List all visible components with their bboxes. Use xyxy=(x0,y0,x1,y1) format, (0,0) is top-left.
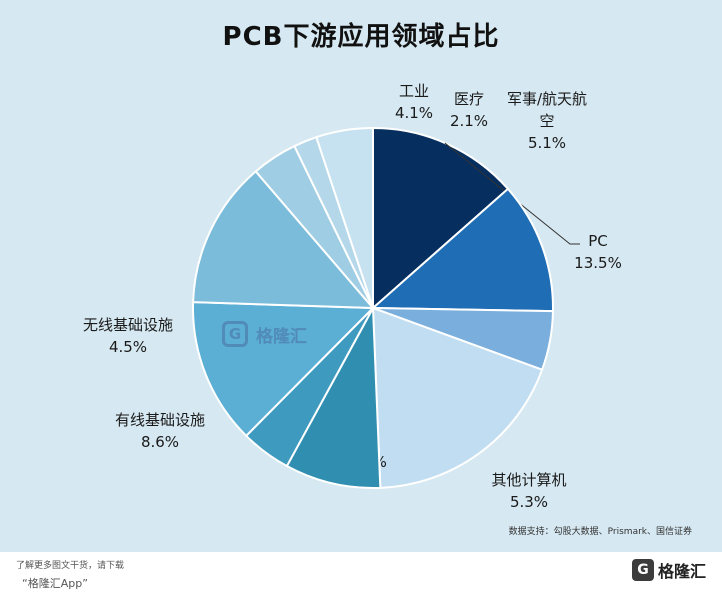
pie-slice-3 xyxy=(371,306,544,489)
pie-slice-6 xyxy=(192,301,376,438)
pie-slice-name-4: 有线基础设施 xyxy=(115,411,205,429)
brand-name: 格隆汇 xyxy=(657,562,706,581)
pie-slice-10 xyxy=(315,126,374,309)
pie-slice-1 xyxy=(370,187,554,313)
pie-slice-4 xyxy=(285,304,382,489)
pie-slice-value-2: 5.3% xyxy=(510,493,548,511)
watermark-text: 格隆汇 xyxy=(256,326,307,347)
pie-slice-value-8: 4.1% xyxy=(395,104,433,122)
pie-slice-value-10: 5.1% xyxy=(528,134,566,152)
source-note: 数据支持：勾股大数据、Prismark、国信证券 xyxy=(508,527,692,537)
pie-chart: PC13.5%服务器/数据存储11.8%其他计算机5.3%手机18.8%有线基础… xyxy=(83,82,622,511)
pie-slice-value-9: 2.1% xyxy=(450,112,488,130)
pie-slice-name-2: 其他计算机 xyxy=(491,471,566,489)
pie-slice-name-10: 军事/航天航 xyxy=(507,90,587,108)
pie-slice-7 xyxy=(192,170,376,310)
pie-slice-0 xyxy=(372,126,510,311)
pie-leader-line-0 xyxy=(444,142,580,245)
pie-slice-name-10: 空 xyxy=(539,112,554,130)
chart-title: PCB下游应用领域占比 xyxy=(222,22,500,52)
pie-slice-value-5: 4.5% xyxy=(109,338,147,356)
pie-slice-value-4: 8.6% xyxy=(141,433,179,451)
pie-slice-value-0: 13.5% xyxy=(574,254,622,272)
footer-download-note: 了解更多图文干货，请下载 xyxy=(16,561,125,571)
brand-logo-icon: G xyxy=(631,559,654,581)
watermark-logo-icon: G xyxy=(222,321,248,347)
pie-slice-name-5: 无线基础设施 xyxy=(83,316,173,334)
watermark: G 格隆汇 xyxy=(222,318,472,350)
pie-slice-name-8: 工业 xyxy=(399,82,429,100)
footer-app-name: “格隆汇App” xyxy=(22,577,88,590)
brand-mark: G 格隆汇 xyxy=(631,558,706,582)
pie-slice-name-0: PC xyxy=(588,232,608,250)
pie-slice-name-9: 医疗 xyxy=(454,90,484,108)
